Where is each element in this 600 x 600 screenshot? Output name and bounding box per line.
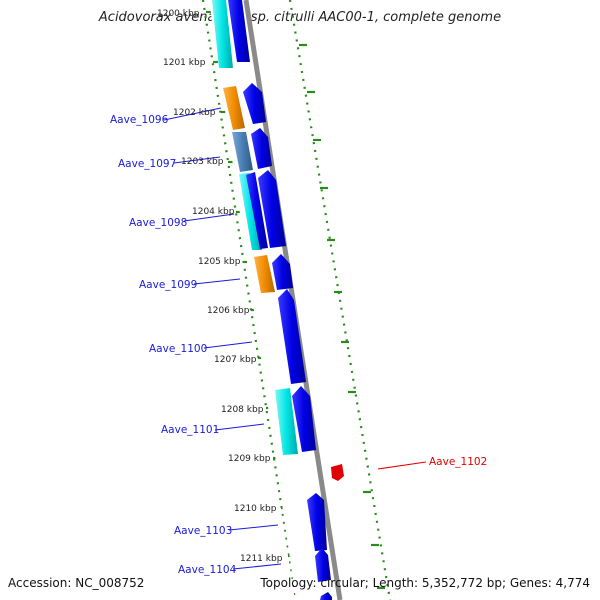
- kbp-label: 1208 kbp: [221, 405, 264, 415]
- cds-aave-1099-orange: [254, 255, 275, 293]
- gene-label-aave-1096[interactable]: Aave_1096: [110, 114, 169, 126]
- outer-tick-ring: [288, 0, 392, 600]
- inner-tick-ring: [201, 0, 298, 600]
- cds-aave-1098-blue-a: [246, 172, 268, 249]
- kbp-label: 1209 kbp: [228, 454, 271, 464]
- cds-aave-1103-blue: [307, 493, 327, 551]
- gene-label-aave-1104[interactable]: Aave_1104: [178, 564, 237, 576]
- kbp-label: 1207 kbp: [214, 355, 257, 365]
- cds-aave-1101-blue: [292, 386, 316, 452]
- cds-aave-1098-blue-b: [258, 170, 286, 248]
- cds-aave-1099-blue: [272, 254, 293, 290]
- kbp-label: 1203 kbp: [181, 157, 224, 167]
- gene-label-aave-1102[interactable]: Aave_1102: [429, 456, 487, 468]
- cds-aave-1100-blue: [278, 289, 306, 384]
- feature-aave-1102-marker: [331, 464, 344, 481]
- cds-aave-1096-orange: [223, 86, 245, 130]
- kbp-labels: 1200 kbp 1201 kbp 1202 kbp 1203 kbp 1204…: [157, 9, 283, 564]
- kbp-label: 1211 kbp: [240, 554, 283, 564]
- gene-label-aave-1097[interactable]: Aave_1097: [118, 158, 176, 170]
- kbp-label: 1204 kbp: [192, 207, 235, 217]
- gene-labels: Aave_1096 Aave_1097 Aave_1098 Aave_1099 …: [110, 114, 487, 576]
- gene-label-aave-1103[interactable]: Aave_1103: [174, 525, 232, 537]
- cds-top-blue: [228, 0, 250, 62]
- gene-label-aave-1099[interactable]: Aave_1099: [139, 279, 197, 291]
- map-title: Acidovorax avenae subsp. citrulli AAC00-…: [98, 10, 502, 25]
- cds-features: [212, 0, 344, 600]
- cds-aave-1096-blue: [243, 83, 266, 124]
- cds-bottom-blue: [320, 592, 332, 600]
- cds-aave-1097-blue: [251, 128, 272, 169]
- kbp-label: 1202 kbp: [173, 108, 216, 118]
- kbp-label: 1200 kbp: [157, 9, 200, 19]
- kbp-label: 1210 kbp: [234, 504, 277, 514]
- cds-top-cyan: [212, 0, 233, 68]
- genome-summary-text: Topology: circular; Length: 5,352,772 bp…: [260, 576, 590, 590]
- gene-label-aave-1098[interactable]: Aave_1098: [129, 217, 187, 229]
- kbp-label: 1206 kbp: [207, 306, 250, 316]
- gene-label-aave-1100[interactable]: Aave_1100: [149, 343, 207, 355]
- cds-aave-1097-steel: [232, 132, 253, 172]
- cds-aave-1101-cyan: [275, 388, 298, 455]
- cds-aave-1098-cyan: [239, 173, 262, 250]
- cds-aave-1104-blue: [315, 548, 331, 582]
- outer-major-ticks: [299, 43, 385, 590]
- leader-lines: [163, 107, 427, 570]
- gene-label-aave-1101[interactable]: Aave_1101: [161, 424, 219, 436]
- kbp-label: 1201 kbp: [163, 58, 206, 68]
- accession-text: Accession: NC_008752: [8, 576, 145, 590]
- kbp-label: 1205 kbp: [198, 257, 241, 267]
